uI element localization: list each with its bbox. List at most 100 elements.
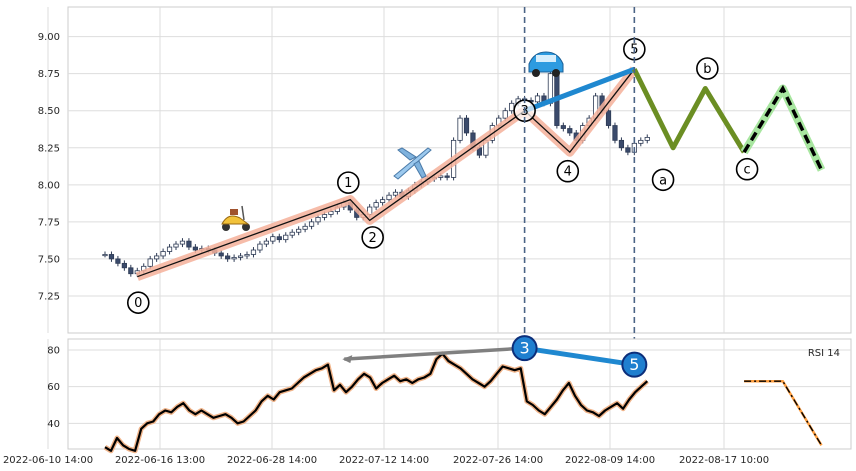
candle-body (115, 258, 121, 264)
rsi-legend: RSI 14 (808, 348, 840, 359)
plane-wing (397, 147, 418, 161)
wave-label-circle (735, 157, 759, 181)
candle-body (308, 221, 315, 227)
rsi-divergence-arrow (342, 355, 353, 364)
rsi-wave-marker (621, 351, 648, 378)
candle-body (179, 240, 186, 245)
x-axis: 2022-06-10 14:00 2022-06-16 13:00 2022-06-… (3, 455, 769, 466)
candle-body (457, 117, 463, 141)
rsi-wave-label: 3 (520, 339, 530, 358)
candle-body (644, 136, 650, 141)
candle-body (225, 255, 231, 260)
y-tick-label: 8.00 (38, 180, 60, 191)
candle-body (186, 240, 192, 248)
wave-label: b (703, 62, 711, 77)
wave-3-5-line (523, 66, 636, 114)
candle-body (147, 258, 153, 267)
candle-body (567, 128, 573, 134)
x-tick-label: 2022-06-16 13:00 (115, 455, 205, 466)
candle-body (605, 110, 612, 126)
wave-label-circle (126, 291, 150, 314)
scooter-seat (230, 209, 238, 215)
y-tick-label: 8.75 (38, 69, 60, 80)
candle-body (302, 225, 308, 230)
scooter-body (221, 215, 250, 225)
candle-body (231, 257, 237, 260)
rsi-divergence-line (344, 346, 525, 361)
x-tick-label: 2022-06-28 14:00 (227, 455, 317, 466)
candle-body (128, 267, 134, 275)
car-wheel (552, 69, 560, 77)
x-tick-label: 2022-07-26 14:00 (453, 455, 543, 466)
candle-body (244, 254, 250, 257)
candle-body (560, 125, 566, 129)
candle-body (321, 214, 328, 218)
rsi-tick-label: 80 (47, 346, 60, 357)
scooter-wheel (242, 223, 250, 231)
candle-body (160, 251, 166, 257)
candle-body (392, 191, 399, 196)
candle-body (237, 255, 244, 258)
candle-body (108, 254, 115, 260)
candle-body (289, 231, 295, 236)
x-tick-label: 2022-06-10 14:00 (3, 455, 93, 466)
y-tick-label: 9.00 (38, 32, 60, 43)
wave-label-circle (556, 159, 580, 183)
y-tick-label: 8.25 (38, 143, 60, 154)
projection-line (742, 84, 824, 171)
wave-label-circle (337, 171, 360, 194)
airplane-icon (393, 147, 432, 180)
candle-body (166, 246, 173, 252)
wave-label-circle (361, 226, 384, 249)
price-panel: 7.25 7.50 7.75 8.00 8.25 8.50 8.75 9.00 0 1 2 3 4 5 a b… (38, 6, 852, 449)
rsi-tick-label: 60 (47, 382, 60, 393)
car-icon (528, 51, 564, 77)
rsi-tick-label: 40 (47, 419, 60, 430)
candle-body (373, 202, 379, 208)
x-tick-label: 2022-08-17 10:00 (679, 455, 769, 466)
candle-body (154, 255, 160, 260)
rsi-frame (67, 338, 852, 450)
candle-body (612, 125, 618, 141)
rsi-panel: 40 60 80 3 5 RSI 14 (47, 335, 852, 454)
wave-label: 1 (344, 176, 352, 191)
wave-label: 4 (564, 165, 572, 180)
wave-label-circle (651, 168, 675, 192)
candle-body (102, 254, 108, 257)
scooter-icon (221, 205, 250, 231)
wave-label: a (659, 173, 667, 188)
y-tick-label: 7.25 (38, 291, 60, 302)
candle-body (502, 110, 508, 119)
rsi-projection-glow (744, 379, 823, 446)
x-tick-label: 2022-07-12 14:00 (339, 455, 429, 466)
candle-body (463, 117, 470, 134)
candle-body (218, 252, 224, 257)
candle-body (121, 262, 127, 269)
rsi-wave-label: 5 (629, 355, 639, 374)
impulse-line (137, 68, 635, 278)
candle-body (444, 175, 450, 178)
candle-body (263, 240, 269, 245)
candle-body (315, 217, 321, 223)
candle-body (192, 246, 198, 251)
candle-body (173, 243, 179, 248)
candle-body (638, 139, 644, 144)
candle-body (625, 147, 631, 153)
candle-body (283, 234, 289, 241)
plane-body (393, 147, 432, 180)
car-window (536, 55, 556, 62)
y-tick-label: 7.50 (38, 254, 60, 265)
candle-body (276, 236, 282, 241)
candle-body (509, 102, 515, 112)
x-tick-label: 2022-08-09 14:00 (565, 455, 655, 466)
wave-label-circle (696, 57, 719, 80)
candle-body (257, 243, 263, 251)
wave-label: 0 (134, 296, 142, 311)
y-tick-label: 7.75 (38, 217, 60, 228)
candle-body (379, 199, 386, 204)
y-tick-label: 8.50 (38, 106, 60, 117)
rsi-wave-marker (511, 335, 538, 362)
candle-body (386, 194, 392, 201)
candle-body (270, 236, 276, 242)
